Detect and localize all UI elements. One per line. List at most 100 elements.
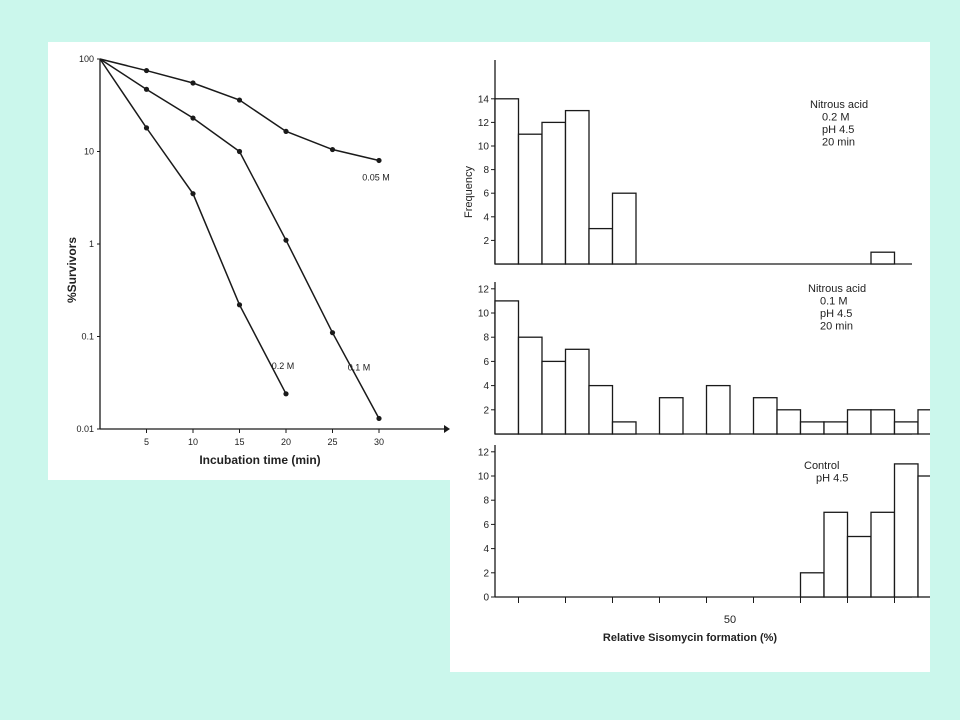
panel-label-line: 20 min: [822, 137, 855, 149]
x-axis-arrow: [444, 425, 450, 433]
y-tick-label: 2: [483, 236, 489, 247]
histogram-bar: [564, 109, 590, 265]
data-point: [236, 97, 243, 103]
y-tick-label: 2: [483, 405, 489, 416]
y-tick-label: 8: [483, 496, 489, 507]
data-point: [190, 115, 196, 121]
histogram-bar: [752, 397, 778, 435]
series-label: 0.05 M: [362, 172, 390, 182]
panel-label-line: 0.2 M: [822, 112, 850, 124]
data-point: [190, 80, 196, 86]
x-tick-label: 5: [144, 437, 149, 447]
data-point: [143, 86, 150, 92]
histogram-bar: [611, 192, 637, 265]
panel-label-line: Control: [804, 460, 839, 472]
histogram-bar: [799, 572, 825, 598]
data-point: [190, 191, 196, 197]
x-tick-label: 50: [724, 614, 736, 626]
y-tick-label: 0.01: [76, 424, 94, 434]
histogram-bar: [705, 384, 731, 435]
survival-curve-panel: 5 10 15 20 25 30 100 10 1 0.1 0.01 Incubation time …: [48, 42, 450, 480]
data-point: [376, 415, 382, 422]
y-tick-label: 1: [89, 239, 94, 249]
y-tick-label: 8: [483, 165, 489, 176]
panel-label-line: 0.1 M: [820, 296, 848, 308]
x-tick-label: 10: [188, 437, 198, 447]
data-point: [143, 125, 150, 131]
series-line: [99, 58, 380, 162]
histogram-bar: [517, 133, 543, 265]
x-tick-label: 15: [234, 437, 244, 447]
y-tick-label: 6: [483, 357, 489, 368]
y-tick-label: 14: [478, 94, 490, 105]
y-tick-label: 8: [483, 333, 489, 344]
histogram-bar: [893, 421, 919, 435]
histogram-bar: [564, 348, 590, 435]
data-point: [329, 146, 336, 153]
survival-curve-chart: 5 10 15 20 25 30 100 10 1 0.1 0.01 Incubation time …: [65, 54, 450, 467]
x-tick-label: 25: [327, 437, 337, 447]
y-tick-label: 4: [483, 381, 489, 392]
histogram-bar: [823, 421, 849, 435]
histogram-bar: [517, 336, 543, 435]
panel-label-line: pH 4.5: [816, 473, 848, 485]
x-axis-title: Incubation time (min): [199, 453, 320, 467]
y-tick-label: 100: [79, 54, 94, 64]
y-tick-label: 6: [483, 189, 489, 200]
y-tick-label: 4: [483, 544, 489, 555]
y-tick-label: 10: [478, 309, 490, 320]
y-axis-title: %Survivors: [65, 237, 79, 303]
histogram-bar: [658, 397, 684, 435]
series-label: 0.1 M: [348, 362, 371, 372]
panel-label-line: Nitrous acid: [808, 283, 866, 295]
y-tick-label: 0: [483, 593, 489, 604]
histogram-bar: [893, 463, 919, 598]
data-point: [236, 302, 243, 308]
histogram-bar: [588, 384, 614, 435]
y-tick-label: 12: [478, 118, 490, 129]
histogram-bar: [541, 121, 567, 265]
x-axis-title: Relative Sisomycin formation (%): [603, 632, 778, 644]
data-point: [283, 391, 289, 397]
histogram-bar: [846, 409, 872, 435]
histogram-bar: [494, 300, 520, 435]
series-label: 0.2 M: [272, 361, 295, 371]
data-point: [329, 330, 336, 336]
histogram-bar: [588, 227, 614, 265]
histogram-bar: [611, 421, 637, 435]
series-line: [99, 58, 380, 419]
y-tick-label: 10: [478, 142, 490, 153]
y-tick-label: 6: [483, 520, 489, 531]
data-point: [236, 148, 243, 155]
y-tick-label: 12: [478, 447, 490, 458]
histogram-bar: [870, 409, 896, 435]
y-tick-label: 2: [483, 568, 489, 579]
y-tick-label: 12: [478, 284, 490, 295]
series-line: [99, 58, 287, 395]
panel-label-line: Nitrous acid: [810, 99, 868, 111]
histogram-bar: [494, 98, 520, 265]
panel-label-line: pH 4.5: [822, 124, 854, 136]
data-point: [376, 157, 382, 164]
x-tick-label: 20: [281, 437, 291, 447]
panel-label-line: 20 min: [820, 321, 853, 333]
data-point: [143, 67, 150, 74]
y-tick-label: 0.1: [81, 332, 94, 342]
histogram-bar: [799, 421, 825, 435]
histogram-bar: [917, 409, 930, 435]
histogram-bar: [870, 511, 896, 598]
data-point: [283, 237, 289, 243]
panel-label-line: pH 4.5: [820, 308, 852, 320]
y-tick-label: 4: [483, 212, 489, 223]
y-tick-label: 10: [478, 472, 490, 483]
histogram-bar: [917, 475, 930, 598]
y-tick-label: 10: [84, 147, 94, 157]
x-tick-label: 30: [374, 437, 384, 447]
histogram-bar: [870, 251, 896, 265]
histogram-bar: [846, 535, 872, 598]
data-point: [283, 128, 289, 134]
histogram-bar: [776, 409, 802, 435]
y-axis-title: Frequency: [463, 166, 475, 218]
